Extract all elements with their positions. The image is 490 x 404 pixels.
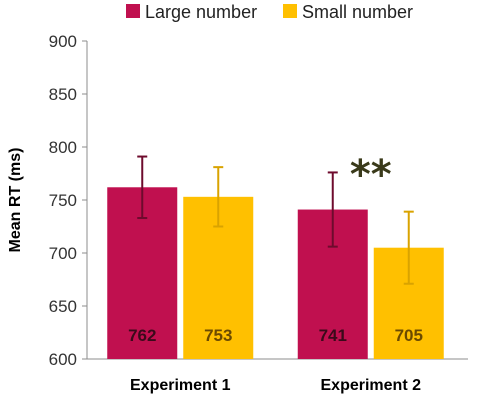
legend-swatch-large xyxy=(126,4,140,18)
data-label: 753 xyxy=(204,326,232,345)
y-axis-title: Mean RT (ms) xyxy=(7,148,24,253)
y-tick-label: 850 xyxy=(49,85,77,104)
y-tick-label: 700 xyxy=(49,244,77,263)
y-tick-label: 750 xyxy=(49,191,77,210)
y-tick-label: 800 xyxy=(49,138,77,157)
legend-label-large: Large number xyxy=(145,2,257,22)
y-tick-label: 900 xyxy=(49,32,77,51)
legend-label-small: Small number xyxy=(302,2,413,22)
significance-annotation: ** xyxy=(350,152,392,198)
y-tick-label: 650 xyxy=(49,297,77,316)
data-label: 741 xyxy=(319,326,347,345)
x-category-label: Experiment 1 xyxy=(130,377,231,394)
x-category-label: Experiment 2 xyxy=(321,377,422,394)
data-label: 705 xyxy=(395,326,423,345)
legend-swatch-small xyxy=(283,4,297,18)
data-label: 762 xyxy=(128,326,156,345)
y-tick-label: 600 xyxy=(49,350,77,369)
